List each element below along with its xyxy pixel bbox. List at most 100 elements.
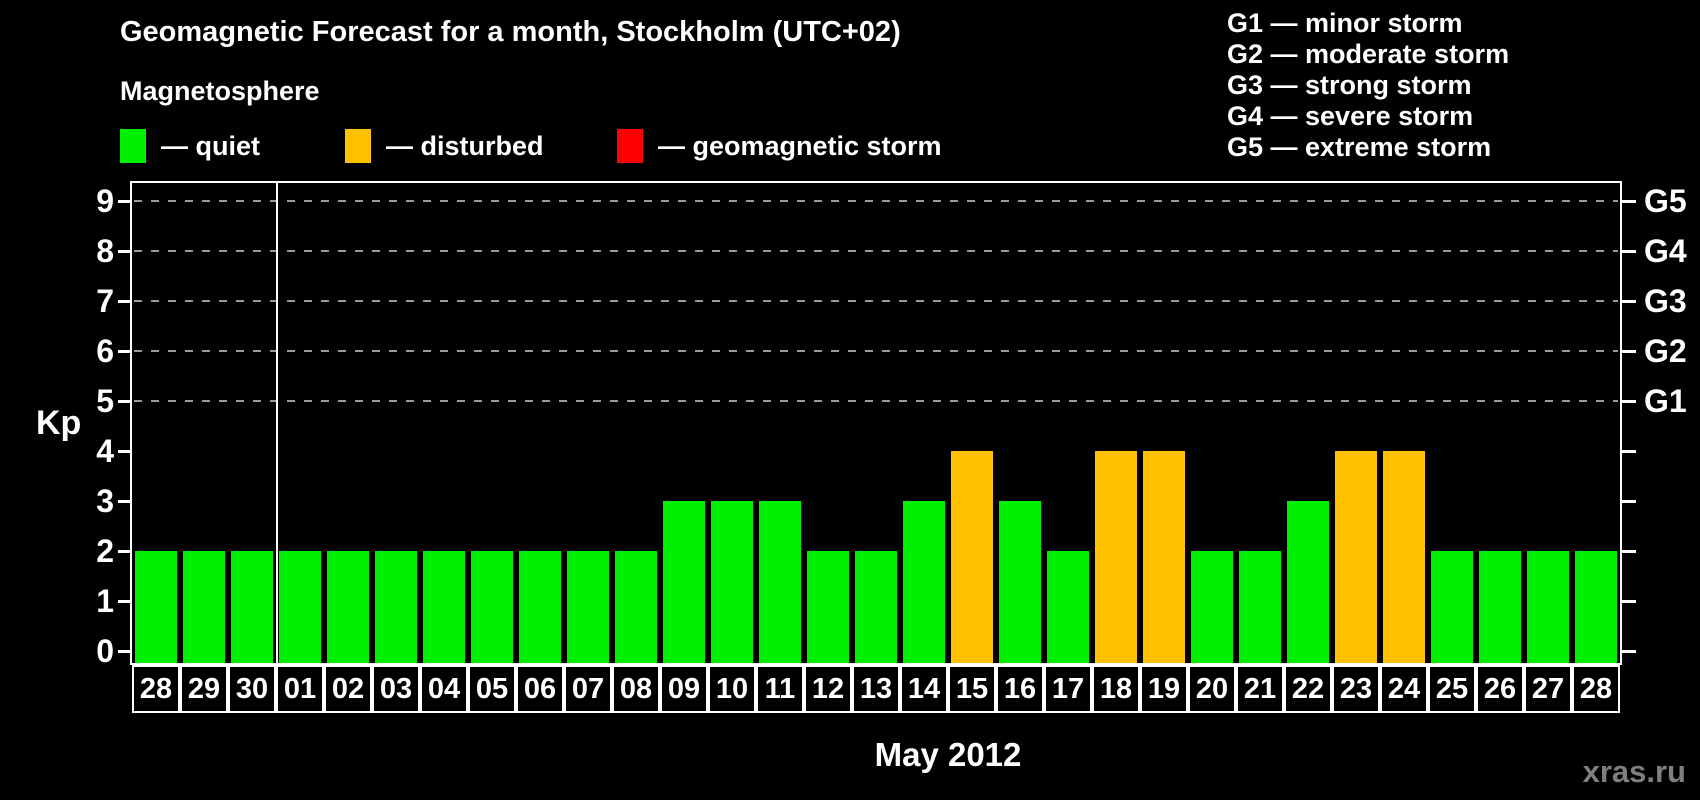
y-axis-tick-right: [1622, 500, 1636, 503]
y-axis-tick-right: [1622, 550, 1636, 553]
x-axis-day-label-29: 29: [180, 665, 228, 713]
legend-item-disturbed: — disturbed: [345, 126, 544, 166]
x-axis-day-label-28: 28: [132, 665, 180, 713]
y-axis-tick-right: [1622, 350, 1636, 353]
x-axis-day-label-01: 01: [276, 665, 324, 713]
quiet-swatch-icon: [120, 129, 146, 163]
bar-day-15: [951, 451, 993, 663]
y-axis-tick-label: 7: [96, 283, 114, 319]
y-axis-tick-left: [118, 450, 132, 453]
g-scale-legend-g2: G2 — moderate storm: [1227, 39, 1510, 69]
y-axis-tick-right: [1622, 650, 1636, 653]
g-scale-legend-g3: G3 — strong storm: [1227, 70, 1472, 100]
bar-day-17: [1047, 551, 1089, 663]
x-axis-day-label-24: 24: [1380, 665, 1428, 713]
bar-day-21: [1239, 551, 1281, 663]
g-scale-legend-g5: G5 — extreme storm: [1227, 132, 1492, 162]
x-axis-day-label-25: 25: [1428, 665, 1476, 713]
month-separator-line: [276, 183, 278, 663]
y-axis-tick-left: [118, 600, 132, 603]
kp-axis-label: Kp: [36, 404, 82, 442]
y-axis-tick-right: [1622, 250, 1636, 253]
bar-day-18: [1095, 451, 1137, 663]
y-axis-tick-right: [1622, 450, 1636, 453]
y-axis-tick-right: [1622, 200, 1636, 203]
disturbed-swatch-icon: [345, 129, 371, 163]
bar-day-11: [759, 501, 801, 663]
bar-day-16: [999, 501, 1041, 663]
x-axis-day-label-09: 09: [660, 665, 708, 713]
y-axis-tick-left: [118, 650, 132, 653]
bar-day-26: [1479, 551, 1521, 663]
x-axis-day-label-14: 14: [900, 665, 948, 713]
y-axis-tick-left: [118, 350, 132, 353]
right-axis-label-g1: G1: [1644, 383, 1687, 419]
x-axis-day-label-15: 15: [948, 665, 996, 713]
x-axis-day-label-13: 13: [852, 665, 900, 713]
x-axis-day-label-30: 30: [228, 665, 276, 713]
bar-day-25: [1431, 551, 1473, 663]
y-axis-tick-right: [1622, 600, 1636, 603]
gridline-kp7: [134, 300, 1618, 302]
legend-label-storm: — geomagnetic storm: [658, 130, 942, 161]
bar-day-07: [567, 551, 609, 663]
x-axis-day-label-21: 21: [1236, 665, 1284, 713]
g-scale-legend-g1: G1 — minor storm: [1227, 8, 1463, 38]
y-axis-tick-label: 8: [96, 233, 114, 269]
x-axis-day-label-11: 11: [756, 665, 804, 713]
bar-day-19: [1143, 451, 1185, 663]
bar-day-05: [471, 551, 513, 663]
x-axis-day-label-16: 16: [996, 665, 1044, 713]
y-axis-tick-right: [1622, 400, 1636, 403]
right-axis-label-g5: G5: [1644, 183, 1687, 219]
x-axis-day-label-22: 22: [1284, 665, 1332, 713]
gridline-kp5: [134, 400, 1618, 402]
plot-border: [130, 181, 1622, 665]
gridline-kp8: [134, 250, 1618, 252]
month-label: May 2012: [874, 736, 1022, 773]
x-axis-day-label-07: 07: [564, 665, 612, 713]
chart-subtitle: Magnetosphere: [120, 76, 320, 106]
right-axis-label-g2: G2: [1644, 333, 1687, 369]
x-axis-day-label-02: 02: [324, 665, 372, 713]
gridline-kp9: [134, 200, 1618, 202]
bar-day-08: [615, 551, 657, 663]
bar-day-01: [279, 551, 321, 663]
bar-day-29: [183, 551, 225, 663]
y-axis-tick-right: [1622, 300, 1636, 303]
watermark: xras.ru: [1582, 754, 1686, 789]
y-axis-tick-label: 9: [96, 183, 114, 219]
y-axis-tick-left: [118, 550, 132, 553]
x-axis-day-label-27: 27: [1524, 665, 1572, 713]
legend-item-storm: — geomagnetic storm: [617, 126, 942, 166]
bar-day-28: [1575, 551, 1617, 663]
y-axis-tick-label: 3: [96, 483, 114, 519]
y-axis-tick-label: 2: [96, 533, 114, 569]
x-axis-day-label-04: 04: [420, 665, 468, 713]
g-scale-legend-g4: G4 — severe storm: [1227, 101, 1474, 131]
right-axis-label-g4: G4: [1644, 233, 1687, 269]
page-title: Geomagnetic Forecast for a month, Stockh…: [120, 16, 901, 48]
g-scale-legend: G1 — minor storm G2 — moderate storm G3 …: [1227, 8, 1509, 163]
bar-day-10: [711, 501, 753, 663]
y-axis-tick-label: 6: [96, 333, 114, 369]
y-axis-tick-left: [118, 300, 132, 303]
legend-label-quiet: — quiet: [161, 130, 260, 161]
bar-day-14: [903, 501, 945, 663]
y-axis-tick-left: [118, 400, 132, 403]
x-axis-day-label-17: 17: [1044, 665, 1092, 713]
legend-item-quiet: — quiet: [120, 126, 260, 166]
x-axis-day-label-08: 08: [612, 665, 660, 713]
bar-day-28: [135, 551, 177, 663]
bar-day-23: [1335, 451, 1377, 663]
bar-day-04: [423, 551, 465, 663]
bar-day-30: [231, 551, 273, 663]
legend-label-disturbed: — disturbed: [386, 130, 544, 161]
y-axis-tick-label: 4: [96, 433, 114, 469]
bar-day-13: [855, 551, 897, 663]
x-axis-day-label-19: 19: [1140, 665, 1188, 713]
bar-day-09: [663, 501, 705, 663]
x-axis-day-label-18: 18: [1092, 665, 1140, 713]
x-axis-day-label-05: 05: [468, 665, 516, 713]
